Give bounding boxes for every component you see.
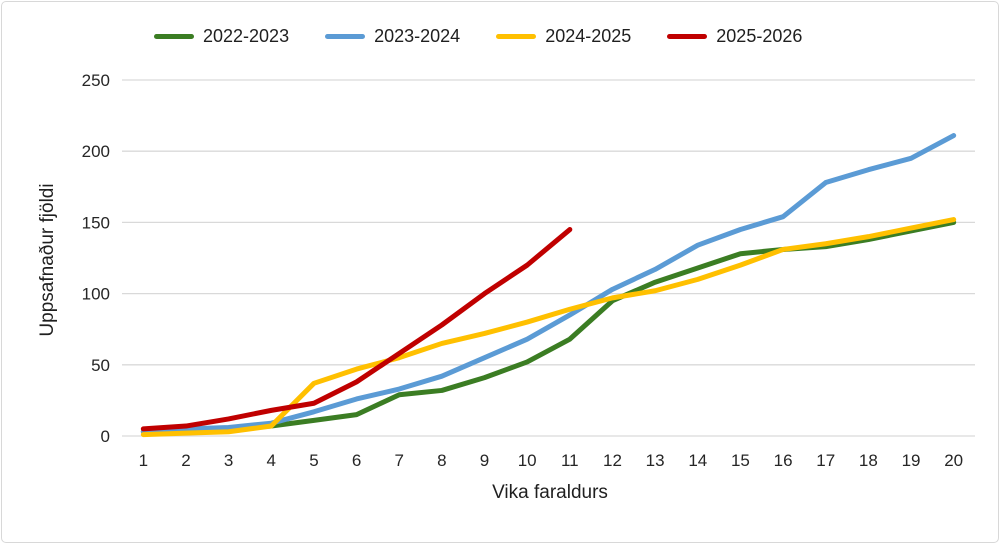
y-tick-label: 50 (91, 356, 110, 375)
legend-swatch (667, 33, 708, 39)
legend-item-2022-2023: 2022-2023 (154, 26, 289, 47)
x-tick-label: 7 (394, 451, 403, 470)
series-line-2023-2024 (140, 133, 957, 435)
legend-item-2023-2024: 2023-2024 (325, 26, 460, 47)
x-tick-label: 17 (816, 451, 835, 470)
series-line-2025-2026 (140, 227, 573, 432)
x-tick-label: 8 (437, 451, 446, 470)
legend-label: 2023-2024 (374, 25, 461, 46)
x-tick-label: 15 (731, 451, 750, 470)
x-tick-label: 4 (267, 451, 276, 470)
x-axis-title: Vika faraldurs (492, 482, 608, 503)
x-tick-label: 14 (688, 451, 707, 470)
x-tick-label: 18 (859, 451, 878, 470)
y-tick-label: 100 (82, 285, 110, 304)
legend-label: 2024-2025 (545, 25, 632, 46)
legend-item-2024-2025: 2024-2025 (496, 26, 631, 47)
legend-swatch (496, 33, 537, 39)
y-tick-label: 250 (82, 71, 110, 90)
x-tick-label: 10 (518, 451, 537, 470)
x-tick-label: 5 (309, 451, 318, 470)
x-tick-label: 6 (352, 451, 361, 470)
x-tick-label: 19 (902, 451, 921, 470)
x-tick-label: 9 (480, 451, 489, 470)
legend-swatch (325, 33, 366, 39)
x-tick-label: 16 (774, 451, 793, 470)
y-tick-label: 200 (82, 142, 110, 161)
x-tick-label: 13 (646, 451, 665, 470)
x-tick-label: 12 (603, 451, 622, 470)
x-tick-label: 1 (139, 451, 148, 470)
x-tick-label: 2 (181, 451, 190, 470)
y-tick-label: 150 (82, 213, 110, 232)
series-line-2024-2025 (140, 217, 957, 438)
x-tick-label: 20 (944, 451, 963, 470)
y-tick-label: 0 (101, 427, 110, 446)
chart-legend: 2022-2023 2023-2024 2024-2025 2025-2026 (154, 24, 802, 48)
legend-swatch (154, 33, 194, 39)
legend-item-2025-2026: 2025-2026 (667, 26, 802, 47)
legend-label: 2022-2023 (203, 25, 290, 46)
legend-label: 2025-2026 (716, 25, 803, 46)
y-axis-title: Uppsafnaður fjöldi (37, 183, 58, 337)
x-tick-label: 3 (224, 451, 233, 470)
x-tick-label: 11 (561, 451, 579, 470)
